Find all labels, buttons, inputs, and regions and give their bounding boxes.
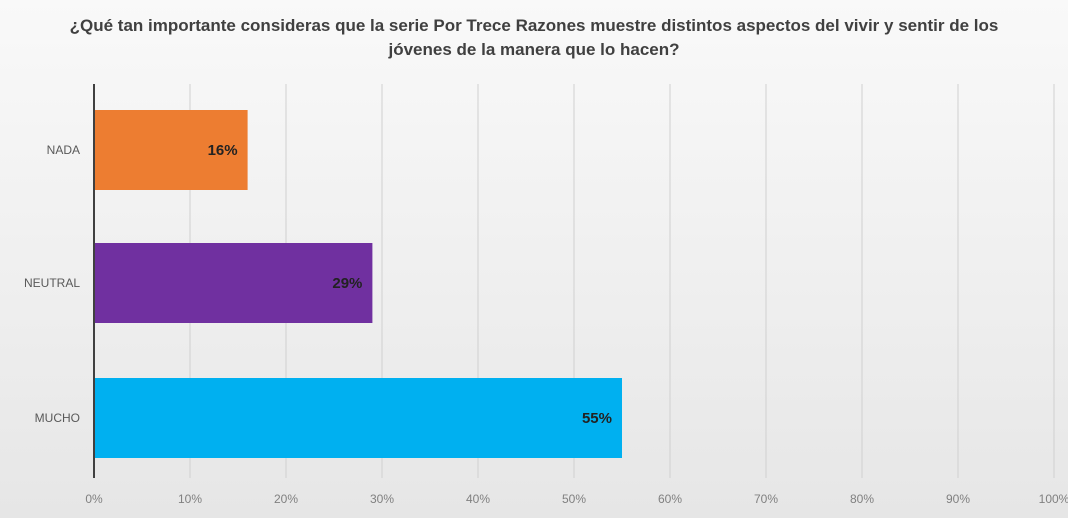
bar [94,243,373,323]
x-tick-label: 90% [946,492,970,506]
category-label: NEUTRAL [24,276,80,290]
x-tick-label: 100% [1039,492,1068,506]
x-tick-label: 70% [754,492,778,506]
x-tick-label: 20% [274,492,298,506]
category-label: MUCHO [35,411,80,425]
data-label: 16% [208,142,238,159]
x-tick-label: 0% [85,492,103,506]
x-tick-label: 60% [658,492,682,506]
data-label: 55% [582,410,612,427]
x-tick-label: 50% [562,492,586,506]
bar [94,378,622,458]
x-tick-label: 30% [370,492,394,506]
x-tick-label: 80% [850,492,874,506]
data-label: 29% [332,275,362,292]
x-tick-label: 40% [466,492,490,506]
bar [94,110,248,190]
chart-title: ¿Qué tan importante consideras que la se… [69,16,999,59]
x-tick-label: 10% [178,492,202,506]
category-label: NADA [47,143,80,157]
